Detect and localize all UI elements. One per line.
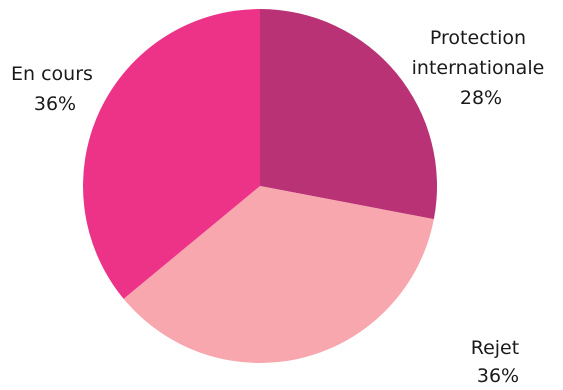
slice-en-cours [83,9,260,299]
slice-label-rejet: Rejet 36% [471,337,526,387]
slice-label-protection-line1: Protection [430,27,526,49]
slice-label-en-cours-percent: 36% [34,93,76,115]
pie-slices [83,9,437,363]
slice-label-protection-percent: 28% [460,87,502,109]
slice-label-protection: Protection internationale 28% [412,27,551,109]
slice-label-en-cours: En cours 36% [11,63,99,115]
slice-protection-internationale [260,9,437,220]
slice-label-protection-line2: internationale [412,57,545,79]
slice-label-rejet-percent: 36% [477,365,519,387]
slice-rejet [123,186,434,363]
slice-label-rejet-line1: Rejet [471,337,519,359]
slice-label-en-cours-line1: En cours [11,63,93,85]
